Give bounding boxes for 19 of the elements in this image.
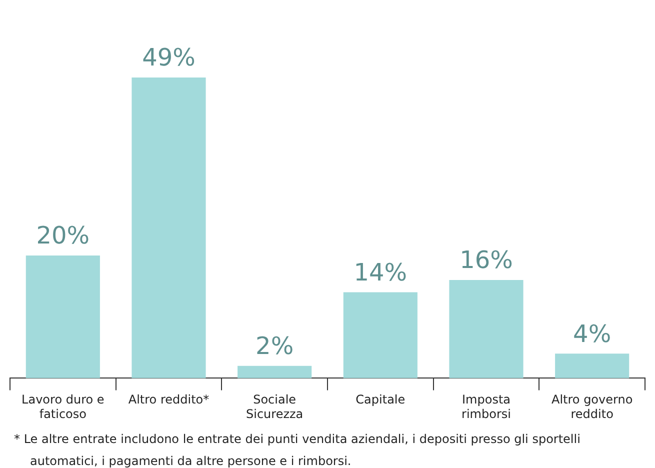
x-tick-label: Imposta rimborsi	[462, 392, 511, 421]
bar	[26, 255, 100, 378]
data-label: 49%	[142, 44, 196, 72]
data-label: 2%	[256, 332, 294, 360]
x-tick-label: Sociale Sicurezza	[246, 392, 304, 421]
bar	[343, 292, 418, 378]
x-tick-label: Altro governo reddito	[551, 392, 633, 421]
bar	[449, 280, 524, 378]
data-label: 20%	[36, 222, 90, 250]
data-label: 4%	[573, 320, 612, 348]
data-label: 14%	[354, 258, 408, 287]
bar	[238, 366, 312, 378]
bar	[132, 78, 206, 378]
text: * Le altre entrate includono le entrate dei punti vendita aziendali, i depositi presso gli sportelli automatici, i pagamenti da altre persone e i rimborsi.	[14, 431, 582, 468]
data-label: 16%	[460, 246, 513, 274]
bar	[555, 354, 630, 378]
x-tick-label: Lavoro duro e faticoso	[22, 392, 104, 421]
x-tick-label: Altro reddito*	[128, 392, 210, 407]
x-tick-label: Capitale	[356, 392, 406, 407]
